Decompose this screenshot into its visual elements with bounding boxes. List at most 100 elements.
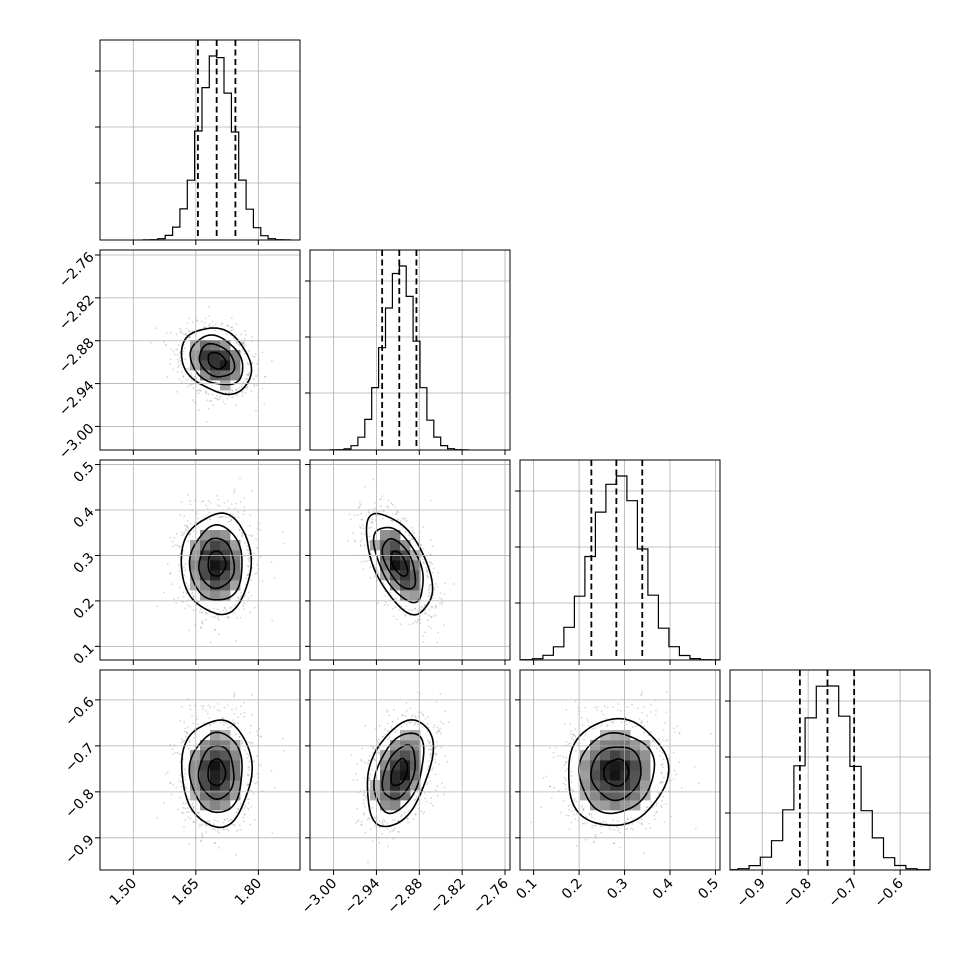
sample-point	[192, 808, 195, 810]
sample-point	[640, 722, 642, 725]
sample-point	[182, 802, 185, 805]
sample-point	[423, 610, 426, 613]
sample-point	[171, 748, 174, 751]
sample-point	[282, 750, 285, 752]
sample-point	[179, 327, 182, 330]
sample-point	[187, 520, 189, 522]
density-cell	[210, 760, 221, 771]
sample-point	[206, 712, 209, 715]
density-cell	[190, 360, 201, 371]
sample-point	[413, 723, 416, 726]
sample-point	[247, 766, 250, 769]
sample-point	[573, 800, 576, 802]
density-cell	[190, 560, 201, 571]
sample-point	[661, 752, 664, 754]
x-tick-label: −3.00	[299, 876, 341, 918]
sample-point	[230, 329, 233, 331]
sample-point	[282, 530, 284, 533]
sample-point	[194, 375, 196, 378]
contour-level	[567, 717, 670, 827]
sample-point	[191, 379, 193, 382]
histogram-panel-2	[520, 460, 720, 660]
density-cell	[230, 540, 241, 551]
sample-point	[417, 618, 420, 621]
sample-point	[661, 763, 664, 766]
sample-point	[389, 831, 391, 833]
sample-point	[367, 779, 370, 782]
contour-level	[198, 537, 236, 590]
density-cell	[380, 540, 391, 551]
sample-point	[184, 528, 187, 531]
sample-point	[246, 757, 248, 760]
sample-point	[205, 391, 207, 394]
sample-point	[177, 364, 180, 367]
sample-point	[233, 824, 236, 827]
sample-point	[242, 816, 245, 819]
sample-point	[358, 506, 360, 509]
sample-point	[612, 842, 615, 845]
density-cell	[190, 750, 201, 761]
sample-point	[641, 691, 643, 693]
sample-point	[434, 614, 437, 616]
sample-point	[243, 510, 246, 513]
sample-point	[373, 564, 376, 567]
sample-point	[248, 371, 251, 373]
sample-point	[200, 608, 202, 610]
density-cell	[390, 800, 401, 811]
sample-point	[177, 344, 180, 346]
sample-point	[440, 732, 442, 735]
density-cell	[230, 370, 241, 381]
sample-point	[657, 738, 660, 740]
sample-point	[437, 794, 439, 797]
sample-point	[246, 784, 249, 786]
sample-point	[247, 808, 250, 811]
density-cell	[380, 570, 391, 581]
sample-point	[248, 768, 251, 771]
density-cell	[610, 770, 621, 781]
sample-point	[246, 545, 248, 547]
sample-point	[572, 733, 574, 736]
sample-point	[566, 768, 569, 770]
sample-point	[420, 608, 422, 611]
density-cell	[210, 350, 221, 361]
sample-point	[574, 818, 577, 821]
density-cell	[230, 770, 241, 781]
sample-point	[242, 342, 245, 345]
sample-points	[156, 692, 285, 856]
sample-point	[193, 820, 196, 823]
sample-point	[243, 595, 246, 598]
sample-point	[417, 711, 420, 714]
sample-point	[197, 392, 200, 395]
contour-level	[390, 757, 409, 787]
sample-point	[179, 720, 182, 722]
sample-point	[231, 708, 233, 711]
sample-point	[240, 592, 242, 594]
scatter-panel-1-3	[350, 691, 450, 864]
sample-point	[560, 811, 562, 814]
density-cell	[200, 370, 211, 381]
sample-point	[357, 514, 359, 516]
sample-point	[394, 606, 397, 609]
sample-point	[360, 824, 363, 826]
sample-point	[202, 326, 205, 328]
sample-point	[214, 828, 217, 831]
sample-point	[411, 609, 414, 611]
sample-point	[368, 535, 371, 538]
sample-point	[571, 737, 573, 740]
sample-point	[201, 823, 204, 826]
sample-point	[226, 397, 229, 400]
sample-point	[672, 751, 675, 754]
sample-point	[185, 327, 188, 330]
sample-point	[371, 768, 374, 771]
density-cell	[220, 800, 231, 811]
density-cell	[400, 760, 411, 771]
sample-point	[216, 494, 219, 497]
sample-point	[381, 822, 383, 824]
sample-point	[588, 813, 591, 816]
density-cell	[380, 800, 391, 811]
sample-point	[249, 514, 252, 516]
x-tick-label: 1.80	[232, 876, 265, 909]
sample-point	[218, 398, 221, 401]
sample-point	[198, 389, 201, 392]
sample-point	[435, 700, 438, 703]
